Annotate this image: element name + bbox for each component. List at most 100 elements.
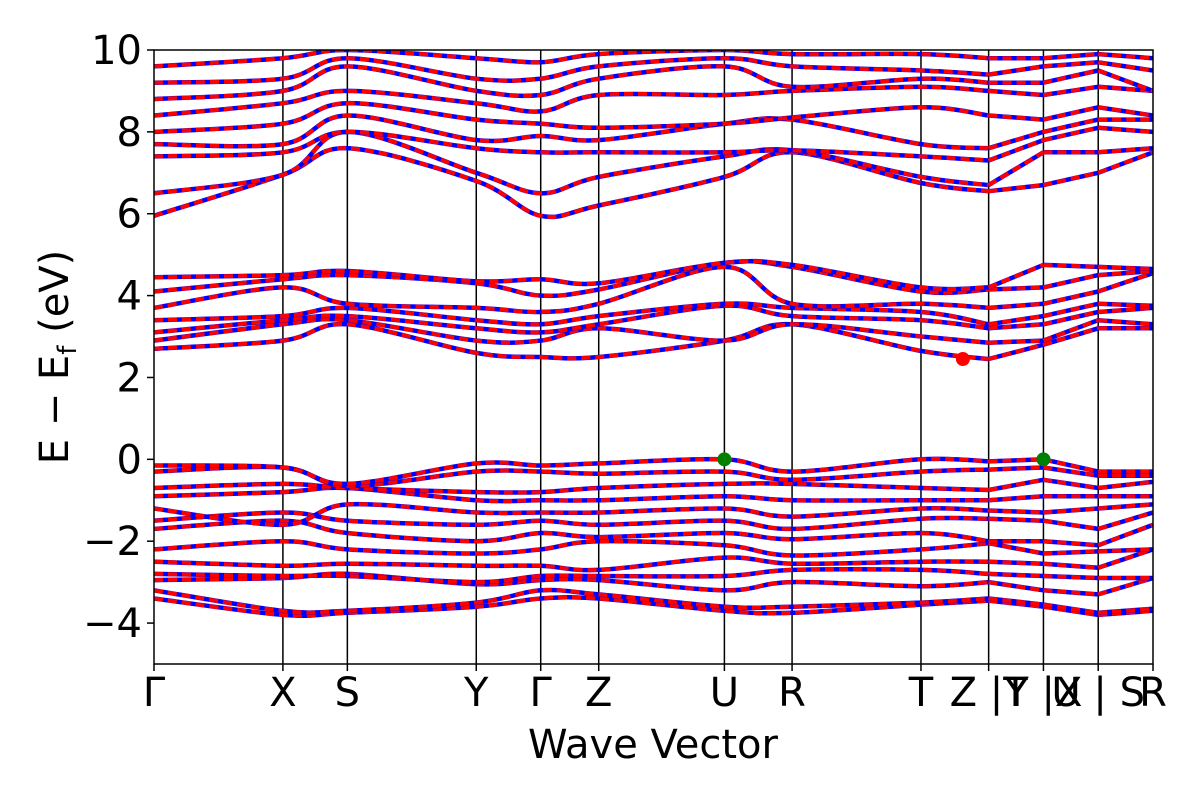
band-line: [154, 259, 989, 298]
band-line: [1098, 264, 1153, 271]
band-line: [154, 146, 989, 219]
band-line: [154, 301, 989, 327]
band-line-under: [154, 258, 989, 292]
x-axis-title: Wave Vector: [528, 722, 779, 768]
extremum-marker: [717, 452, 732, 467]
band-line: [154, 502, 989, 527]
x-tick-label: Z |T: [950, 670, 1029, 716]
band-line: [988, 571, 1044, 578]
band-line: [154, 485, 989, 504]
band-line: [1043, 60, 1099, 69]
band-line: [154, 113, 989, 151]
band-line: [1098, 146, 1153, 155]
x-tick-label: U | S: [1051, 670, 1145, 716]
band-line: [1043, 574, 1099, 580]
band-line: [988, 113, 1044, 122]
band-line: [988, 508, 1044, 515]
x-tick-label: Y: [463, 670, 489, 716]
band-line: [154, 84, 989, 118]
x-tick-label: Z: [585, 670, 612, 716]
x-tick-label: R: [1139, 670, 1167, 716]
y-tick-label: 6: [117, 192, 142, 238]
x-tick-label: X: [269, 670, 296, 716]
band-line: [1043, 518, 1099, 531]
band-line: [988, 596, 1044, 607]
band-line: [1098, 502, 1153, 511]
band-line: [988, 88, 1044, 97]
band-line: [1097, 68, 1153, 93]
band-line: [1042, 289, 1099, 306]
band-line: [154, 539, 989, 558]
extremum-marker: [1036, 452, 1051, 467]
band-line: [154, 101, 989, 134]
band-line: [988, 477, 1044, 492]
band-line: [1042, 117, 1099, 134]
band-line: [988, 183, 1044, 194]
band-line: [154, 595, 989, 618]
band-line: [988, 559, 1044, 566]
band-line: [988, 322, 1044, 331]
band-line: [154, 303, 989, 335]
band-line: [1098, 547, 1153, 554]
band-line: [1097, 150, 1153, 175]
band-line: [1042, 170, 1099, 188]
band-line: [1098, 269, 1153, 278]
band-line: [154, 567, 989, 585]
band-line: [154, 56, 989, 85]
band-line: [987, 263, 1045, 290]
bands-group: [154, 50, 1153, 619]
y-tick-label: 0: [117, 437, 142, 483]
band-line: [987, 138, 1045, 163]
band-line: [1042, 301, 1099, 319]
band-line: [988, 338, 1044, 345]
band-line: [1098, 305, 1153, 314]
band-line: [154, 456, 989, 486]
band-line: [1043, 465, 1099, 478]
band-line: [1097, 60, 1153, 73]
band-line: [1042, 318, 1099, 343]
band-line: [154, 322, 989, 361]
band-line: [1043, 561, 1099, 570]
band-line: [1098, 52, 1153, 61]
band-line: [154, 50, 989, 69]
band-line: [987, 150, 1045, 187]
band-line: [1098, 125, 1153, 134]
band-line: [154, 129, 989, 163]
band-line: [988, 465, 1044, 472]
band-line: [1043, 539, 1099, 548]
y-axis-ticks: −4 −2 0 2 4 6 8 10: [83, 28, 154, 647]
band-line: [154, 129, 989, 196]
band-line: [1043, 588, 1099, 597]
band-line: [154, 317, 989, 345]
x-tick-label: Y |X: [1003, 670, 1082, 716]
band-line: [154, 259, 989, 292]
x-tick-label: Γ: [530, 670, 553, 716]
band-line: [988, 342, 1044, 361]
band-line: [1098, 318, 1153, 327]
band-line: [1098, 606, 1153, 615]
y-tick-label: 10: [91, 28, 142, 74]
x-tick-label: Γ: [143, 670, 166, 716]
band-line: [988, 64, 1044, 77]
band-line: [1097, 105, 1153, 118]
band-line: [988, 494, 1044, 503]
y-axis-title-unit: (eV): [32, 250, 78, 346]
band-line: [1042, 125, 1099, 143]
y-tick-label: 8: [117, 110, 142, 156]
band-line: [1097, 576, 1153, 597]
band-line-under: [154, 538, 989, 558]
band-line: [1042, 68, 1099, 85]
band-line: [1043, 477, 1099, 490]
band-line: [1042, 326, 1099, 347]
band-line: [154, 481, 989, 495]
y-axis-title-main: E − E: [32, 355, 78, 465]
band-line: [988, 516, 1044, 523]
band-line: [988, 285, 1044, 292]
y-axis-title-sub: f: [53, 345, 83, 355]
band-line: [1043, 506, 1099, 515]
band-line: [988, 314, 1044, 327]
x-tick-label: R: [778, 670, 806, 716]
band-line: [154, 587, 989, 615]
